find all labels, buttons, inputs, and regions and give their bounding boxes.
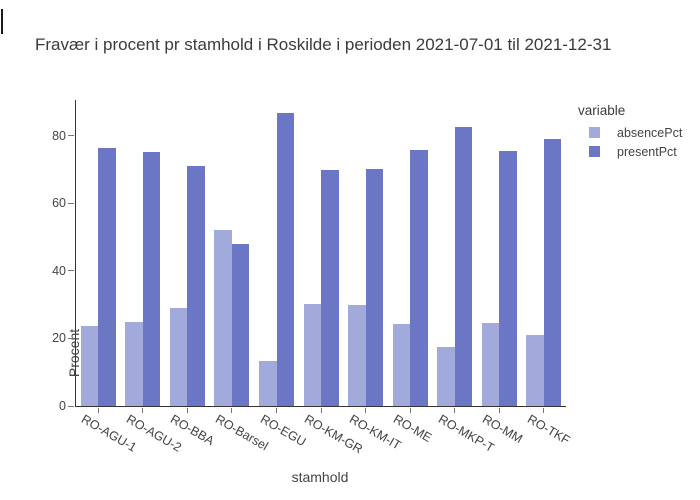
x-axis-tick <box>409 408 411 413</box>
x-axis-tick <box>498 408 500 413</box>
y-tick-label: 80 <box>52 128 66 143</box>
x-axis-tick <box>142 408 144 413</box>
bar-presentPct-RO-EGU[interactable] <box>276 112 294 406</box>
bar-absencePct-RO-MKP-T[interactable] <box>437 346 455 406</box>
bar-absencePct-RO-AGU-1[interactable] <box>80 325 99 406</box>
y-axis-title: Procent <box>66 328 82 378</box>
bar-absencePct-RO-MM[interactable] <box>481 322 500 406</box>
bar-presentPct-RO-MKP-T[interactable] <box>454 127 473 406</box>
x-axis-tick <box>454 408 456 413</box>
legend-item-label: presentPct <box>617 144 677 159</box>
bar-absencePct-RO-ME[interactable] <box>392 324 411 406</box>
bar-presentPct-RO-AGU-1[interactable] <box>98 148 116 406</box>
chart-title: Fravær i procent pr stamhold i Roskilde … <box>35 35 612 54</box>
screen-edge-artifact <box>1 9 3 34</box>
legend-item-presentPct[interactable]: presentPct <box>578 142 682 161</box>
y-axis-tick <box>68 135 74 136</box>
x-axis-tick <box>365 408 366 413</box>
legend-title: variable <box>578 103 626 118</box>
y-axis-tick <box>68 405 74 407</box>
legend-swatch-icon <box>589 146 600 157</box>
x-axis-tick <box>276 408 277 413</box>
y-axis-tick <box>68 337 74 339</box>
bar-absencePct-RO-KM-IT[interactable] <box>348 304 366 406</box>
legend-item-absencePct[interactable]: absencePct <box>578 123 682 142</box>
legend-item-label: absencePct <box>617 125 683 140</box>
y-axis-tick <box>68 202 74 204</box>
legend-items: absencePct presentPct <box>578 123 682 161</box>
bar-absencePct-RO-KM-GR[interactable] <box>303 303 321 406</box>
bar-presentPct-RO-BBA[interactable] <box>187 166 205 406</box>
bar-presentPct-RO-KM-GR[interactable] <box>321 170 339 406</box>
x-tick-label: RO-TKF <box>524 412 572 448</box>
bar-presentPct-RO-Barsel[interactable] <box>231 243 250 406</box>
y-tick-label: 40 <box>52 263 66 278</box>
bar-presentPct-RO-MM[interactable] <box>499 151 517 406</box>
y-axis-tick <box>68 270 74 272</box>
x-axis-tick <box>186 408 188 413</box>
bar-presentPct-RO-AGU-2[interactable] <box>142 152 161 406</box>
y-tick-label: 20 <box>52 331 66 346</box>
legend: variable absencePct presentPct <box>578 103 682 161</box>
x-axis-tick <box>320 408 322 413</box>
bar-presentPct-RO-ME[interactable] <box>410 149 428 406</box>
x-axis-tick <box>97 408 99 413</box>
x-axis-title: stamhold <box>291 469 349 485</box>
plot-area: Procent RO-AGU-1 RO-AGU-2 RO-BBA RO-Barsel R… <box>52 100 572 456</box>
x-axis-tick <box>231 408 233 413</box>
bar-absencePct-RO-AGU-2[interactable] <box>125 321 143 406</box>
bar-presentPct-RO-TKF[interactable] <box>543 138 562 406</box>
bar-absencePct-RO-BBA[interactable] <box>169 307 188 406</box>
bar-absencePct-RO-Barsel[interactable] <box>214 230 232 406</box>
y-tick-label: 0 <box>59 399 66 413</box>
legend-swatch-icon <box>589 127 600 138</box>
bar-presentPct-RO-KM-IT[interactable] <box>365 169 383 406</box>
bar-absencePct-RO-TKF[interactable] <box>526 335 544 406</box>
bar-absencePct-RO-EGU[interactable] <box>259 361 277 406</box>
y-tick-label: 60 <box>52 196 66 211</box>
x-axis-tick <box>543 408 545 413</box>
